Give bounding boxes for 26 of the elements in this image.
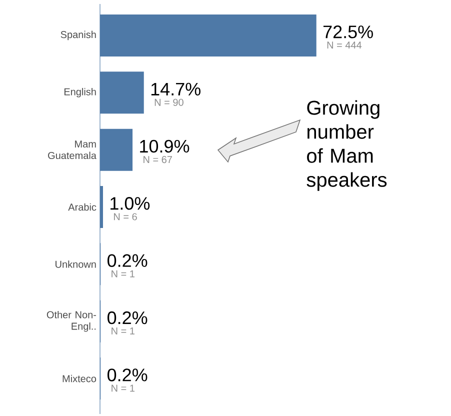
data-label: 0.2% bbox=[108, 311, 148, 324]
bar bbox=[100, 72, 144, 114]
data-label: 14.7% bbox=[151, 82, 200, 96]
annotation: N = 1 bbox=[112, 384, 134, 392]
annotation: N = 1 bbox=[112, 328, 134, 334]
bar bbox=[100, 14, 316, 56]
data-label: 1.0% bbox=[110, 197, 150, 210]
y-tick-label: Mixteco bbox=[62, 374, 96, 382]
y-tick-label: Mam Guatemala bbox=[48, 140, 96, 160]
y-tick-label: Unknown bbox=[56, 260, 96, 268]
data-label: 72.5% bbox=[323, 26, 373, 38]
annotation: Growing number of Mam speakers bbox=[306, 100, 387, 191]
data-label: 10.9% bbox=[140, 140, 190, 153]
annotation: N = 67 bbox=[144, 156, 172, 164]
bar bbox=[100, 128, 133, 171]
bar bbox=[100, 186, 103, 228]
data-label: 0.2% bbox=[108, 254, 148, 267]
annotation: N = 90 bbox=[154, 98, 184, 106]
y-tick-label: Arabic bbox=[68, 203, 96, 211]
data-label: 0.2% bbox=[108, 368, 148, 382]
annotation: N = 1 bbox=[112, 270, 134, 278]
y-tick-label: English bbox=[64, 88, 96, 98]
annotation: N = 6 bbox=[114, 213, 137, 220]
y-tick-label: Spanish bbox=[60, 30, 96, 40]
y-tick-label: Other Non-Engl.. bbox=[46, 310, 96, 332]
annotation: N = 444 bbox=[327, 42, 362, 49]
